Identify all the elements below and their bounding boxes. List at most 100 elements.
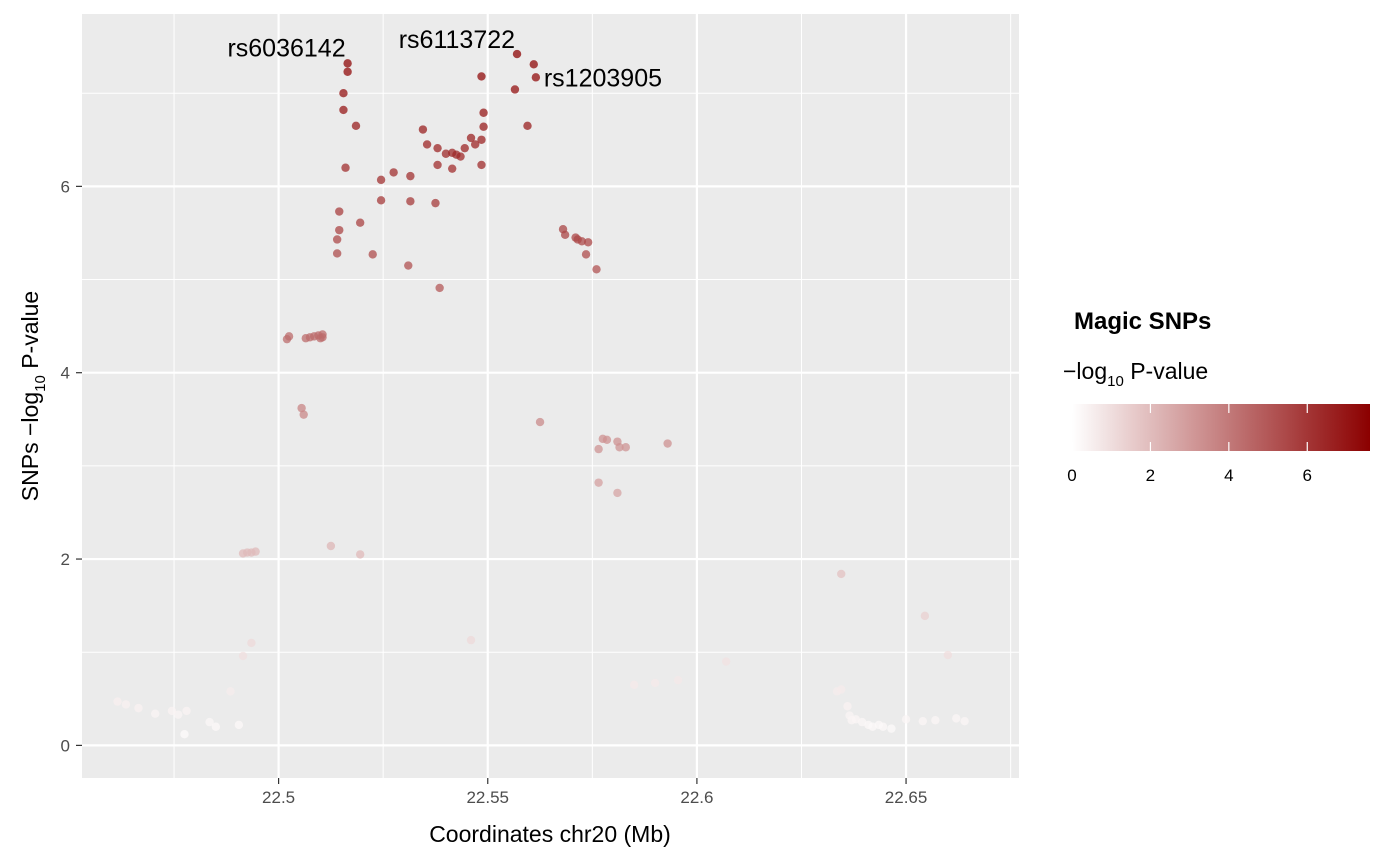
color-legend: Magic SNPs −log10 P-value 0 2 4 6: [1063, 308, 1370, 485]
snp-point: [339, 88, 348, 98]
snp-point: [433, 160, 442, 170]
snp-point: [418, 125, 428, 134]
snp-point: [673, 675, 683, 685]
snp-point: [251, 547, 260, 556]
snp-point: [326, 541, 336, 551]
legend-subtitle-prefix: −log: [1063, 358, 1107, 384]
legend-tick-label: 4: [1224, 466, 1233, 485]
snp-point: [447, 164, 457, 173]
snp-point: [918, 716, 927, 726]
axes: 22.5 22.55 22.6 22.65 0 2 4 6: [61, 177, 928, 807]
snp-point: [837, 569, 846, 579]
snp-point: [931, 716, 940, 725]
x-tick-label: 22.55: [466, 788, 509, 807]
snp-point: [920, 611, 930, 621]
snp-point: [351, 121, 361, 131]
snp-point: [650, 678, 660, 688]
snp-point: [205, 717, 214, 727]
snp-point: [343, 67, 352, 76]
snp-point: [406, 171, 415, 181]
snp-point: [887, 724, 896, 733]
snp-point: [460, 143, 469, 153]
snp-point: [466, 133, 476, 143]
snp-point: [663, 439, 672, 448]
snp-point: [510, 85, 520, 94]
snp-point: [581, 250, 591, 259]
snp-point: [174, 710, 183, 719]
y-axis-title-suffix: P-value: [17, 291, 43, 375]
legend-subtitle: −log10 P-value: [1063, 358, 1208, 390]
snp-point: [535, 417, 545, 427]
snp-point: [477, 135, 486, 144]
snp-point: [284, 332, 294, 341]
legend-subtitle-subscript: 10: [1107, 373, 1124, 390]
data-points: [113, 49, 969, 739]
x-tick-label: 22.6: [680, 788, 713, 807]
snp-point: [335, 225, 344, 235]
snp-point: [960, 716, 969, 726]
snp-point: [943, 650, 953, 660]
snp-point: [477, 72, 486, 81]
snp-point: [151, 709, 160, 718]
snp-point: [857, 717, 867, 727]
snp-point: [404, 261, 413, 270]
snp-point: [335, 207, 344, 216]
snp-point: [431, 198, 440, 208]
snp-point: [721, 657, 731, 666]
snp-point: [376, 196, 386, 205]
snp-point: [299, 410, 308, 419]
snp-point: [592, 265, 601, 274]
snp-point: [113, 697, 122, 706]
y-tick-label: 4: [61, 364, 70, 383]
snp-point: [613, 488, 622, 498]
snp-point: [182, 706, 191, 716]
snp-point: [318, 330, 327, 339]
snp-point: [512, 49, 522, 59]
snp-point: [523, 121, 532, 131]
snp-point: [435, 283, 444, 293]
snp-point: [471, 140, 480, 149]
snp-point: [433, 143, 442, 153]
y-tick-label: 6: [61, 177, 70, 196]
snp-point: [167, 706, 177, 716]
snp-annotation-label: rs6036142: [227, 34, 345, 62]
snp-point: [355, 218, 365, 227]
snp-point: [571, 233, 580, 242]
legend-tick-label: 0: [1067, 466, 1076, 485]
plot-panel: [82, 14, 1019, 778]
legend-colorbar: [1072, 404, 1370, 451]
snp-point: [845, 711, 854, 720]
legend-title: Magic SNPs: [1074, 308, 1211, 335]
snp-point: [613, 437, 622, 446]
snp-point: [843, 702, 852, 711]
snp-point: [341, 163, 350, 172]
y-tick-label: 2: [61, 550, 70, 569]
snp-point: [594, 444, 603, 454]
snp-point: [339, 105, 348, 115]
snp-point: [598, 434, 607, 444]
snp-point: [234, 720, 244, 730]
y-axis-title-subscript: 10: [32, 375, 49, 392]
snp-point: [121, 700, 131, 709]
legend-tick-label: 2: [1146, 466, 1155, 485]
legend-subtitle-suffix: P-value: [1124, 358, 1208, 384]
snp-point: [389, 168, 398, 177]
snp-point: [441, 149, 451, 158]
snp-point: [134, 703, 143, 713]
snp-point: [368, 250, 377, 259]
y-axis-title: SNPs −log10 P-value: [17, 291, 49, 501]
snp-point: [376, 175, 386, 185]
snp-point: [529, 60, 538, 69]
snp-point: [629, 680, 639, 690]
snp-point: [422, 140, 432, 149]
snp-point: [594, 478, 603, 487]
snp-point: [238, 651, 248, 661]
snp-point: [952, 714, 961, 723]
snp-point: [479, 108, 488, 117]
x-tick-label: 22.65: [885, 788, 928, 807]
snp-point: [332, 249, 342, 258]
snp-point: [837, 685, 846, 694]
y-tick-label: 0: [61, 736, 70, 755]
snp-point: [864, 720, 873, 730]
